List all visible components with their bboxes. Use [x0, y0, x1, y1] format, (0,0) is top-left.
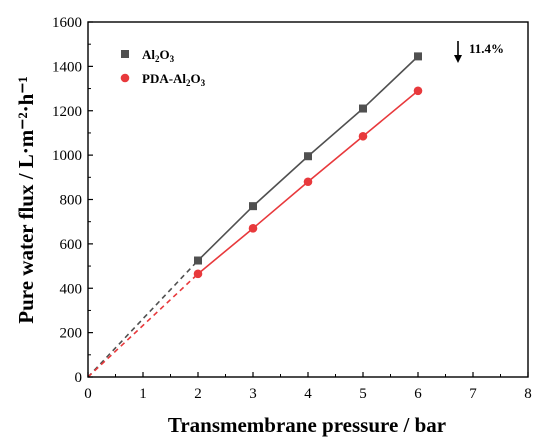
- y-tick-label: 1000: [52, 148, 82, 164]
- annotation-text: 11.4%: [469, 41, 504, 56]
- pda-al2o3-point: [248, 224, 258, 233]
- pda-al2o3-extrapolation-line: [87, 273, 199, 378]
- x-tick-label: 8: [524, 386, 532, 402]
- legend-label-text: PDA-Al: [142, 71, 186, 86]
- y-axis-title: Pure water flux / L·m⁻²·h⁻¹: [14, 76, 38, 323]
- x-tick-label: 2: [194, 386, 202, 402]
- y-tick-label: 1600: [52, 15, 82, 31]
- legend-label-text: O: [160, 47, 170, 62]
- x-tick-label: 5: [359, 386, 367, 402]
- x-tick-label: 6: [414, 386, 422, 402]
- legend-label-pda-al2o3: PDA-Al2O3: [142, 71, 206, 88]
- legend-marker-al2o3: [121, 50, 129, 58]
- pda-al2o3-point: [358, 131, 368, 141]
- x-tick-label: 7: [469, 386, 477, 402]
- legend-marker-pda-al2o3: [120, 73, 130, 83]
- y-tick-label: 800: [60, 193, 83, 209]
- al2o3-point: [414, 52, 422, 61]
- legend-label-al2o3: Al2O3: [142, 47, 175, 64]
- x-axis-title: Transmembrane pressure / bar: [168, 413, 446, 437]
- y-tick-label: 1400: [52, 59, 82, 75]
- plot-area: [87, 52, 423, 378]
- legend-label-text: Al: [142, 47, 155, 62]
- legend-label-subscript: 2: [186, 78, 191, 88]
- y-tick-label: 200: [60, 326, 83, 342]
- al2o3-extrapolation-line: [87, 259, 199, 378]
- al2o3-point: [194, 256, 202, 265]
- pda-al2o3-point: [303, 177, 313, 187]
- x-tick-label: 4: [304, 386, 312, 402]
- y-tick-label: 400: [60, 281, 83, 297]
- al2o3-point: [359, 104, 367, 113]
- pda-al2o3-point: [193, 269, 203, 279]
- pda-al2o3-point: [413, 86, 423, 96]
- x-tick-label: 3: [249, 386, 257, 402]
- y-tick-label: 0: [75, 370, 83, 386]
- annotation: 11.4%: [454, 41, 504, 63]
- y-tick-label: 1200: [52, 104, 82, 120]
- legend-label-subscript: 3: [170, 54, 175, 64]
- legend-label-subscript: 3: [201, 78, 206, 88]
- legend-label-subscript: 2: [155, 54, 160, 64]
- al2o3-point: [304, 152, 312, 161]
- down-arrow-icon-head: [454, 55, 462, 63]
- al2o3-point: [249, 202, 257, 211]
- legend-label-text: O: [191, 71, 201, 86]
- x-tick-label: 1: [139, 386, 147, 402]
- x-tick-label: 0: [84, 386, 92, 402]
- y-tick-label: 600: [60, 237, 83, 253]
